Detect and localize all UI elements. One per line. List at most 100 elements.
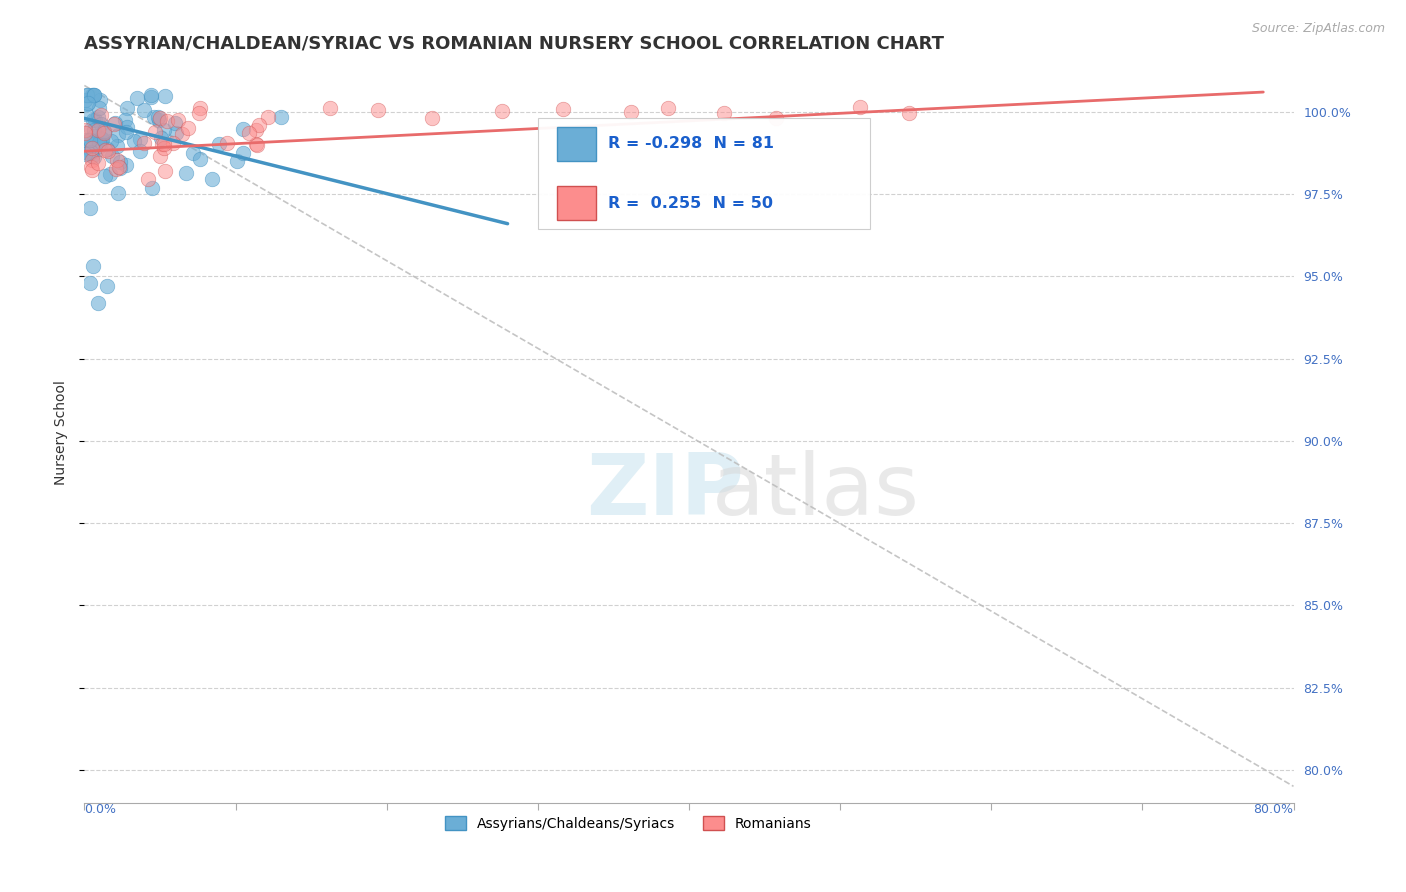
Point: [143, 110, 166, 124]
Point: [82, 163, 104, 178]
FancyBboxPatch shape: [557, 186, 596, 220]
Point: [87, 136, 110, 150]
Point: [129, 145, 152, 159]
Point: [77, 133, 100, 147]
Point: [96, 142, 118, 156]
Point: [73, 147, 96, 161]
Point: [849, 100, 872, 114]
Point: [181, 146, 204, 161]
Point: [114, 124, 136, 138]
Point: [87, 110, 110, 124]
Point: [91, 131, 114, 145]
Point: [83, 150, 105, 164]
Point: [208, 136, 231, 151]
Point: [82, 260, 104, 274]
Point: [188, 152, 211, 166]
Point: [177, 121, 200, 136]
Point: [105, 139, 128, 153]
Text: ZIP: ZIP: [586, 450, 744, 533]
Point: [90, 118, 112, 132]
Point: [155, 89, 177, 103]
Point: [90, 136, 112, 150]
Point: [80, 153, 103, 167]
FancyBboxPatch shape: [557, 127, 596, 161]
Point: [141, 88, 163, 103]
Point: [76, 145, 98, 160]
Point: [143, 125, 166, 139]
Point: [83, 122, 105, 136]
Point: [80, 141, 103, 155]
Point: [245, 136, 267, 151]
Point: [90, 131, 112, 145]
Point: [152, 137, 174, 152]
Point: [77, 141, 100, 155]
Point: [150, 137, 173, 152]
Point: [83, 88, 105, 103]
Point: [165, 127, 187, 141]
Point: [122, 134, 145, 148]
Point: [80, 149, 103, 163]
Point: [115, 158, 138, 172]
Point: [134, 136, 156, 151]
Point: [153, 141, 176, 155]
Point: [176, 166, 198, 180]
Point: [153, 123, 176, 137]
Point: [101, 149, 124, 163]
Point: [82, 113, 104, 128]
Point: [107, 128, 129, 143]
Point: [245, 123, 267, 137]
Text: ASSYRIAN/CHALDEAN/SYRIAC VS ROMANIAN NURSERY SCHOOL CORRELATION CHART: ASSYRIAN/CHALDEAN/SYRIAC VS ROMANIAN NUR…: [84, 35, 945, 53]
Point: [98, 167, 121, 181]
Point: [110, 154, 132, 169]
Point: [89, 139, 111, 153]
Point: [163, 116, 186, 130]
Point: [76, 88, 98, 103]
Point: [84, 112, 107, 127]
Point: [167, 112, 190, 127]
Point: [217, 136, 239, 150]
Point: [83, 129, 105, 144]
Point: [76, 95, 98, 110]
Point: [80, 121, 103, 136]
Point: [114, 112, 136, 127]
Point: [172, 127, 194, 141]
Point: [187, 105, 209, 120]
Point: [89, 93, 111, 107]
Point: [898, 106, 921, 120]
Point: [104, 161, 127, 176]
Point: [82, 88, 104, 103]
Point: [93, 124, 115, 138]
Point: [713, 105, 735, 120]
Point: [162, 136, 184, 151]
Point: [79, 133, 101, 147]
Point: [149, 130, 172, 145]
Text: 0.0%: 0.0%: [84, 803, 117, 816]
Point: [90, 107, 112, 121]
Point: [108, 160, 131, 174]
Point: [76, 88, 98, 103]
Point: [80, 160, 103, 174]
Point: [83, 88, 105, 103]
Point: [553, 102, 575, 116]
Point: [79, 201, 101, 215]
Point: [96, 279, 118, 293]
Point: [319, 101, 342, 115]
Text: Source: ZipAtlas.com: Source: ZipAtlas.com: [1251, 22, 1385, 36]
Point: [149, 111, 172, 125]
Point: [73, 123, 96, 137]
Point: [367, 103, 389, 118]
Point: [75, 107, 97, 121]
Point: [420, 111, 443, 125]
Point: [108, 161, 131, 175]
Point: [87, 295, 110, 310]
Point: [232, 145, 254, 160]
Point: [129, 132, 152, 146]
Point: [93, 127, 115, 141]
Point: [238, 127, 260, 141]
Point: [86, 123, 108, 137]
Point: [146, 110, 169, 124]
Point: [155, 164, 177, 178]
Point: [94, 144, 117, 158]
Point: [657, 101, 679, 115]
Point: [103, 117, 125, 131]
